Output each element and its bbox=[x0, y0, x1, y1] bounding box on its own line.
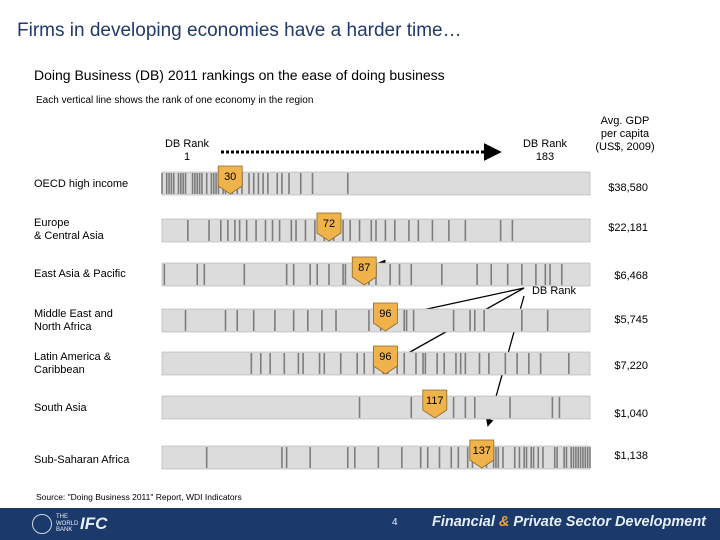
gdp-per-capita-value: $38,580 bbox=[608, 182, 648, 194]
gdp-per-capita-value: $1,040 bbox=[614, 408, 648, 420]
region-label: Latin America & Caribbean bbox=[34, 351, 112, 376]
average-rank-marker bbox=[373, 302, 398, 332]
region-label: OECD high income bbox=[34, 178, 129, 190]
region-label: Middle East and North Africa bbox=[34, 308, 113, 333]
department-name-ampersand: & bbox=[498, 514, 510, 530]
average-rank-marker bbox=[351, 256, 377, 286]
average-rank-marker bbox=[469, 439, 495, 469]
page-number: 4 bbox=[392, 517, 398, 528]
rank-left-header: DB Rank 1 bbox=[164, 138, 210, 163]
gdp-per-capita-value: $22,181 bbox=[608, 222, 648, 234]
chart-subtitle: Doing Business (DB) 2011 rankings on the… bbox=[34, 67, 445, 83]
average-rank-marker bbox=[217, 165, 243, 195]
department-name-part1: Financial bbox=[432, 514, 499, 530]
average-rank-value: 96 bbox=[379, 308, 391, 320]
gdp-per-capita-value: $6,468 bbox=[614, 270, 648, 282]
region-label: Sub-Saharan Africa bbox=[34, 454, 130, 466]
average-rank-value: 137 bbox=[473, 445, 491, 457]
ifc-logo: IFC bbox=[80, 514, 108, 533]
average-rank-value: 117 bbox=[426, 395, 444, 407]
gdp-per-capita-value: $5,745 bbox=[614, 314, 648, 326]
average-rank-value: 96 bbox=[379, 351, 391, 363]
world-bank-logo-text: THE WORLD BANK bbox=[56, 514, 79, 533]
region-strip bbox=[161, 395, 591, 420]
source-note: Source: "Doing Business 2011" Report, WD… bbox=[36, 492, 242, 502]
region-label: South Asia bbox=[34, 402, 87, 414]
rank-right-header: DB Rank 183 bbox=[522, 138, 568, 163]
page-title: Firms in developing economies have a har… bbox=[17, 20, 462, 41]
average-rank-marker bbox=[422, 389, 448, 419]
average-rank-marker bbox=[316, 212, 342, 242]
department-name-part2: Private Sector Development bbox=[509, 514, 707, 530]
gdp-header: Avg. GDP per capita (US$, 2009) bbox=[595, 115, 655, 153]
average-rank-value: 30 bbox=[224, 171, 236, 183]
world-bank-globe-icon bbox=[32, 514, 52, 534]
gdp-per-capita-value: $7,220 bbox=[614, 360, 648, 372]
footer-bar: THE WORLD BANK IFC 4 Financial & Private… bbox=[0, 508, 720, 540]
region-label: Europe & Central Asia bbox=[34, 217, 104, 242]
gdp-per-capita-value: $1,138 bbox=[614, 450, 648, 462]
department-name: Financial & Private Sector Development bbox=[432, 514, 706, 530]
average-rank-value: 72 bbox=[323, 218, 335, 230]
average-rank-marker bbox=[373, 345, 398, 375]
chart-note: Each vertical line shows the rank of one… bbox=[36, 95, 314, 106]
region-label: East Asia & Pacific bbox=[34, 268, 126, 280]
average-rank-value: 87 bbox=[358, 262, 370, 274]
